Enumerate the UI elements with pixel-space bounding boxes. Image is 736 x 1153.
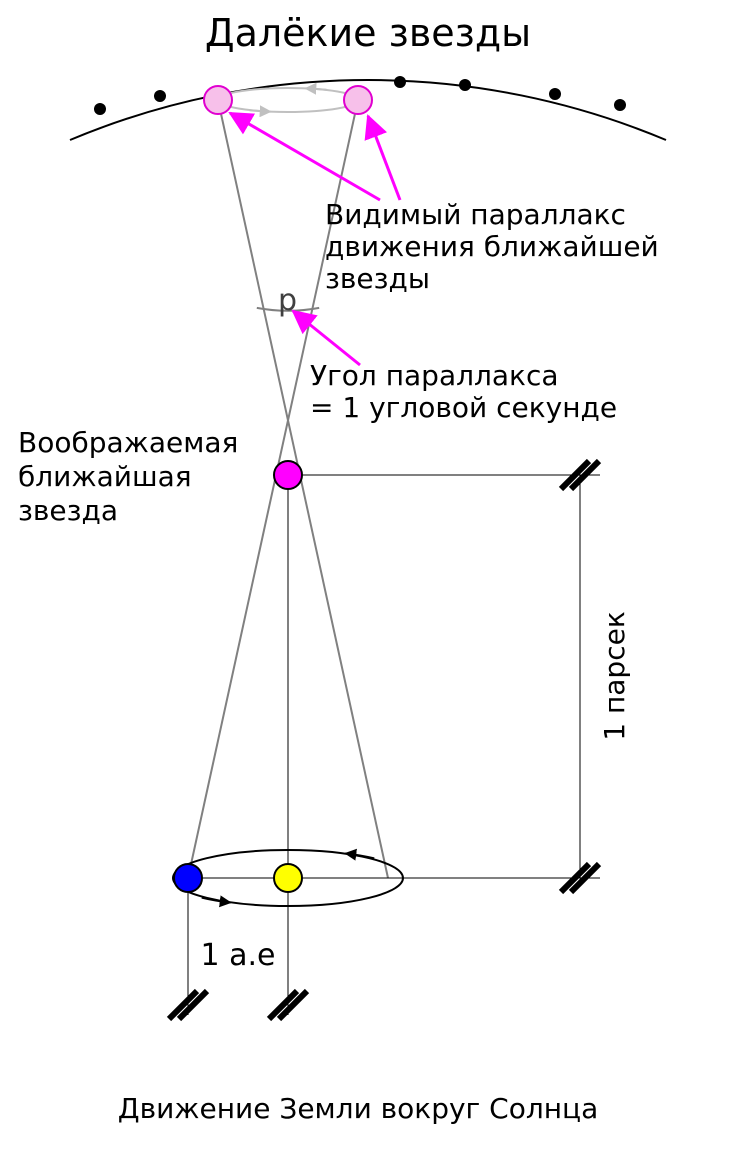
svg-text:Видимый параллакс: Видимый параллакс bbox=[325, 198, 626, 231]
near-star bbox=[274, 461, 302, 489]
p-symbol: p bbox=[278, 283, 297, 318]
au-dimension: 1 а.е bbox=[169, 893, 307, 1019]
svg-text:= 1 угловой секунде: = 1 угловой секунде bbox=[310, 391, 617, 424]
svg-text:движения ближайшей: движения ближайшей bbox=[325, 230, 659, 263]
au-label: 1 а.е bbox=[201, 938, 276, 973]
parsec-label: 1 парсек bbox=[598, 611, 631, 741]
apparent-motion-ellipse bbox=[218, 88, 358, 112]
imaginary-star-label: Воображаемая ближайшая звезда bbox=[18, 426, 238, 527]
callout-arrow-p bbox=[293, 311, 360, 365]
callout-arrow-right-ghost bbox=[368, 116, 400, 200]
orbit-caption: Движение Земли вокруг Солнца bbox=[118, 1092, 599, 1125]
parallax-diagram: 1 парсек 1 а.е Далёкие звезды p Видимый … bbox=[0, 0, 736, 1153]
parallax-angle-label: Угол параллакса = 1 угловой секунде bbox=[310, 359, 617, 424]
apparent-star-right bbox=[344, 86, 372, 114]
parsec-dimension: 1 парсек bbox=[300, 461, 631, 892]
sun-icon bbox=[274, 864, 302, 892]
svg-text:Угол параллакса: Угол параллакса bbox=[310, 359, 559, 392]
svg-text:Воображаемая: Воображаемая bbox=[18, 426, 238, 459]
svg-text:ближайшая: ближайшая bbox=[18, 460, 192, 493]
title: Далёкие звезды bbox=[205, 11, 531, 55]
svg-text:звезды: звезды bbox=[325, 262, 430, 295]
apparent-star-left bbox=[204, 86, 232, 114]
callout-arrow-left-ghost bbox=[230, 113, 380, 200]
apparent-parallax-label: Видимый параллакс движения ближайшей зве… bbox=[325, 198, 659, 295]
earth-icon bbox=[174, 864, 202, 892]
svg-text:звезда: звезда bbox=[18, 494, 118, 527]
